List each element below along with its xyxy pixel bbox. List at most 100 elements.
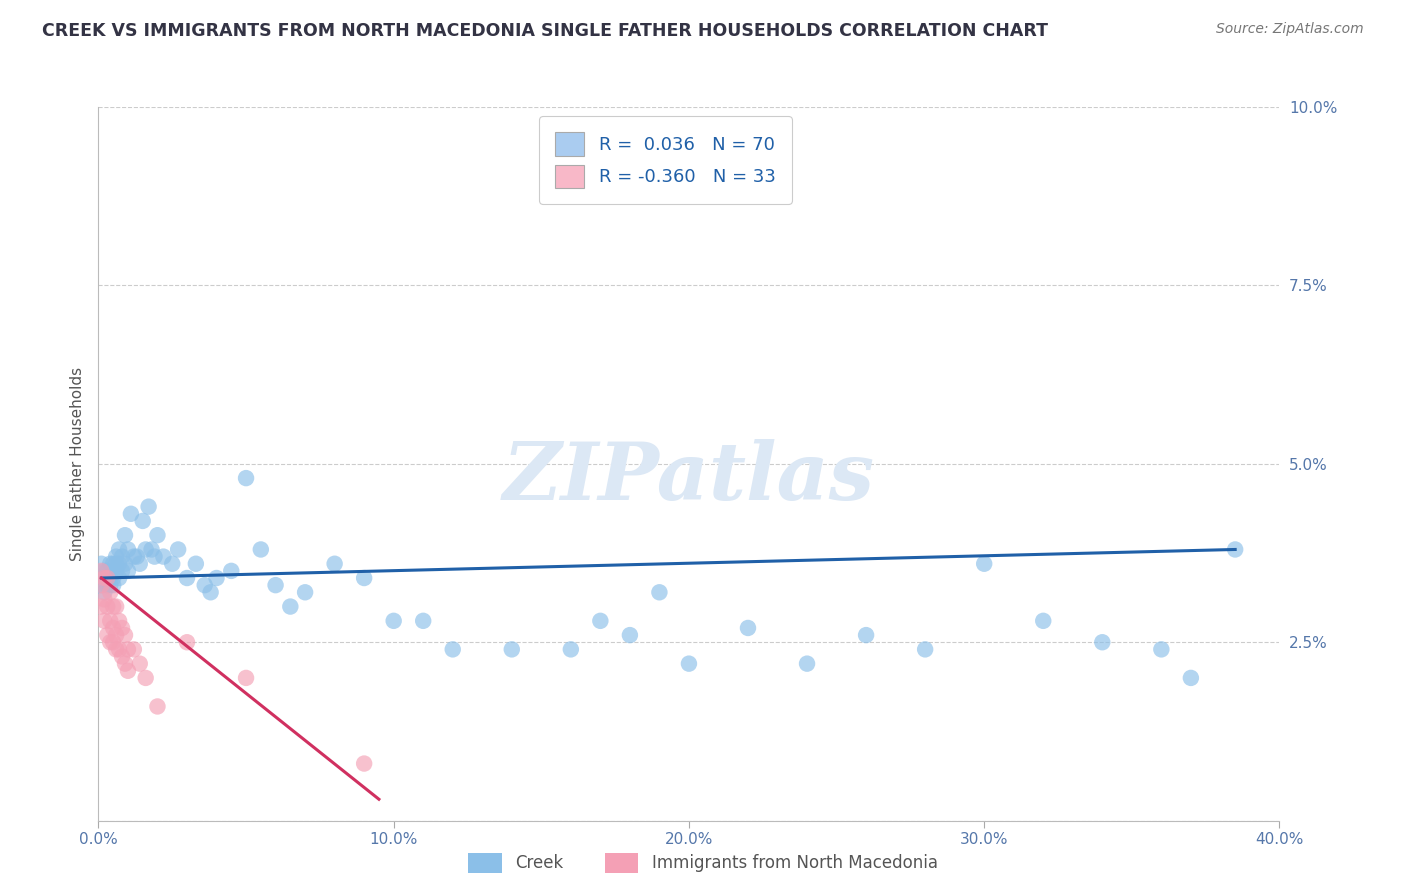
Point [176,571,198,585]
Text: Source: ZipAtlas.com: Source: ZipAtlas.com [1216,22,1364,37]
Point [103,621,125,635]
Point [117,564,139,578]
Point [90,599,112,614]
Point [278,599,302,614]
Point [98,571,121,585]
Point [96,599,118,614]
Point [111,621,134,635]
Point [441,642,464,657]
Point [108,542,131,557]
Point [93,585,115,599]
Point [117,542,139,557]
Point [589,614,612,628]
Point [114,528,136,542]
Point [914,642,936,657]
Point [176,635,198,649]
Point [90,578,112,592]
Point [98,635,121,649]
Point [96,571,118,585]
Point [560,642,582,657]
Point [235,471,257,485]
Point [120,507,142,521]
Point [111,564,134,578]
Point [108,557,131,571]
Point [98,585,121,599]
Point [105,557,128,571]
Point [122,642,145,657]
Point [1150,642,1173,657]
Point [114,557,136,571]
Legend: Creek, Immigrants from North Macedonia: Creek, Immigrants from North Macedonia [461,847,945,880]
Point [93,571,115,585]
Point [90,578,112,592]
Point [1091,635,1114,649]
Point [90,564,112,578]
Point [105,549,128,564]
Point [205,571,228,585]
Y-axis label: Single Father Households: Single Father Households [69,367,84,561]
Point [96,628,118,642]
Point [103,599,125,614]
Point [1032,614,1054,628]
Point [98,614,121,628]
Point [162,557,183,571]
Point [382,614,405,628]
Point [96,571,118,585]
Point [103,635,125,649]
Point [619,628,641,642]
Point [353,571,375,585]
Point [103,557,125,571]
Point [1180,671,1202,685]
Point [96,578,118,592]
Point [111,549,134,564]
Point [250,542,273,557]
Point [167,542,190,557]
Point [108,614,131,628]
Point [138,500,160,514]
Point [122,549,145,564]
Point [855,628,877,642]
Point [648,585,671,599]
Text: CREEK VS IMMIGRANTS FROM NORTH MACEDONIA SINGLE FATHER HOUSEHOLDS CORRELATION CH: CREEK VS IMMIGRANTS FROM NORTH MACEDONIA… [42,22,1049,40]
Point [128,557,150,571]
Point [117,664,139,678]
Point [90,557,112,571]
Point [103,571,125,585]
Point [194,578,217,592]
Point [105,599,128,614]
Point [103,578,125,592]
Point [973,557,995,571]
Point [96,564,118,578]
Point [108,571,131,585]
Point [98,578,121,592]
Point [146,528,169,542]
Point [141,542,163,557]
Point [264,578,287,592]
Point [105,642,128,657]
Point [353,756,375,771]
Point [114,657,136,671]
Point [128,657,150,671]
Point [108,642,131,657]
Point [93,614,115,628]
Point [200,585,222,599]
Text: ZIPatlas: ZIPatlas [503,440,875,516]
Point [294,585,316,599]
Point [132,514,155,528]
Point [412,614,434,628]
Point [737,621,759,635]
Point [111,649,134,664]
Point [105,628,128,642]
Point [93,564,115,578]
Legend: R =  0.036   N = 70, R = -0.360   N = 33: R = 0.036 N = 70, R = -0.360 N = 33 [538,116,792,204]
Point [235,671,257,685]
Point [146,699,169,714]
Point [678,657,700,671]
Point [323,557,346,571]
Point [135,671,157,685]
Point [184,557,207,571]
Point [152,549,174,564]
Point [114,628,136,642]
Point [143,549,166,564]
Point [796,657,818,671]
